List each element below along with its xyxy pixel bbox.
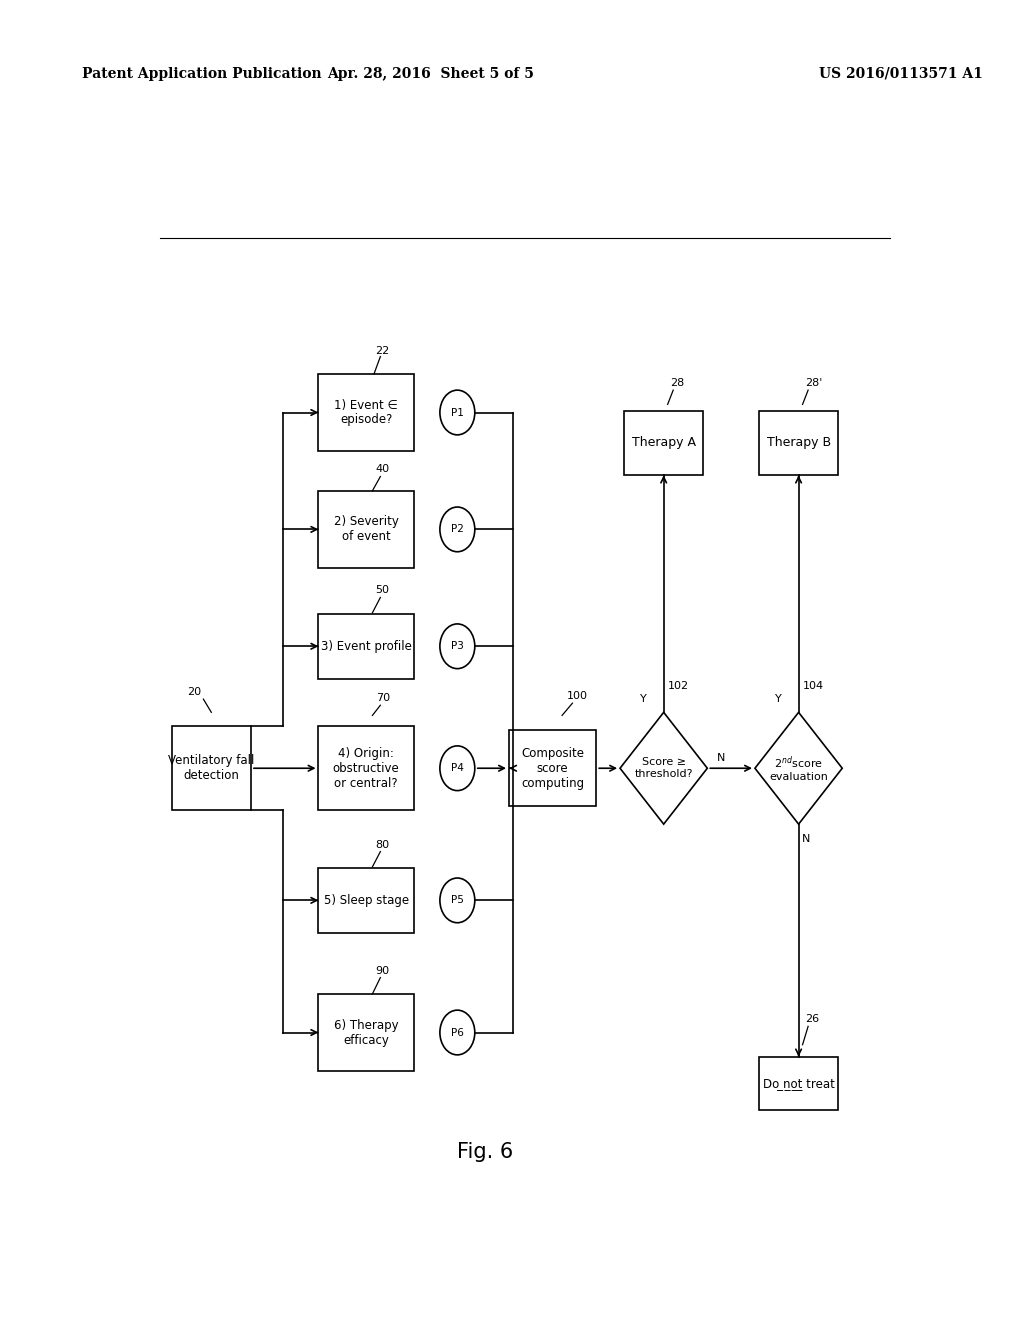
FancyBboxPatch shape — [172, 726, 251, 810]
Circle shape — [440, 878, 475, 923]
Text: 104: 104 — [803, 681, 823, 690]
Text: 28': 28' — [805, 378, 822, 388]
Circle shape — [440, 507, 475, 552]
Text: P5: P5 — [451, 895, 464, 906]
Text: Do ̲n̲o̲t̲ treat: Do ̲n̲o̲t̲ treat — [763, 1077, 835, 1090]
Circle shape — [440, 1010, 475, 1055]
Text: N: N — [717, 754, 725, 763]
FancyBboxPatch shape — [318, 869, 414, 933]
Polygon shape — [620, 713, 708, 824]
Text: P6: P6 — [451, 1027, 464, 1038]
Text: 22: 22 — [376, 346, 390, 355]
Text: 102: 102 — [668, 681, 689, 690]
Text: 50: 50 — [376, 585, 389, 595]
Text: N: N — [803, 834, 811, 845]
Text: 2$^{nd}$score
evaluation: 2$^{nd}$score evaluation — [769, 754, 828, 783]
Text: P1: P1 — [451, 408, 464, 417]
FancyBboxPatch shape — [509, 730, 596, 807]
Text: US 2016/0113571 A1: US 2016/0113571 A1 — [819, 67, 983, 81]
Text: Patent Application Publication: Patent Application Publication — [82, 67, 322, 81]
Text: Therapy A: Therapy A — [632, 437, 695, 450]
Circle shape — [440, 624, 475, 669]
Text: P2: P2 — [451, 524, 464, 535]
Text: Therapy B: Therapy B — [767, 437, 830, 450]
Text: 5) Sleep stage: 5) Sleep stage — [324, 894, 409, 907]
Circle shape — [440, 391, 475, 434]
Text: 4) Origin:
obstructive
or central?: 4) Origin: obstructive or central? — [333, 747, 399, 789]
FancyBboxPatch shape — [318, 375, 414, 450]
Text: P3: P3 — [451, 642, 464, 651]
Text: 28: 28 — [670, 378, 684, 388]
Text: 20: 20 — [187, 686, 202, 697]
Text: 26: 26 — [805, 1014, 819, 1024]
FancyBboxPatch shape — [318, 614, 414, 678]
Circle shape — [440, 746, 475, 791]
FancyBboxPatch shape — [759, 411, 839, 475]
Text: P4: P4 — [451, 763, 464, 774]
FancyBboxPatch shape — [318, 491, 414, 568]
Text: 1) Event ∈
episode?: 1) Event ∈ episode? — [334, 399, 398, 426]
Text: Ventilatory fall
detection: Ventilatory fall detection — [168, 754, 255, 783]
Text: 6) Therapy
efficacy: 6) Therapy efficacy — [334, 1019, 398, 1047]
FancyBboxPatch shape — [318, 726, 414, 810]
Text: 80: 80 — [376, 840, 390, 850]
Text: Y: Y — [775, 694, 782, 704]
Text: 90: 90 — [376, 965, 390, 975]
FancyBboxPatch shape — [624, 411, 703, 475]
Text: Score ≥
threshold?: Score ≥ threshold? — [635, 758, 693, 779]
Text: Composite
score
computing: Composite score computing — [521, 747, 584, 789]
Text: 40: 40 — [376, 465, 390, 474]
Text: Y: Y — [640, 694, 647, 704]
FancyBboxPatch shape — [318, 994, 414, 1071]
Polygon shape — [755, 713, 842, 824]
Text: 100: 100 — [567, 692, 588, 701]
FancyBboxPatch shape — [759, 1056, 839, 1110]
Text: 70: 70 — [376, 693, 390, 704]
Text: 2) Severity
of event: 2) Severity of event — [334, 515, 398, 544]
Text: Fig. 6: Fig. 6 — [457, 1142, 513, 1163]
Text: 3) Event profile: 3) Event profile — [321, 640, 412, 653]
Text: Apr. 28, 2016  Sheet 5 of 5: Apr. 28, 2016 Sheet 5 of 5 — [327, 67, 534, 81]
